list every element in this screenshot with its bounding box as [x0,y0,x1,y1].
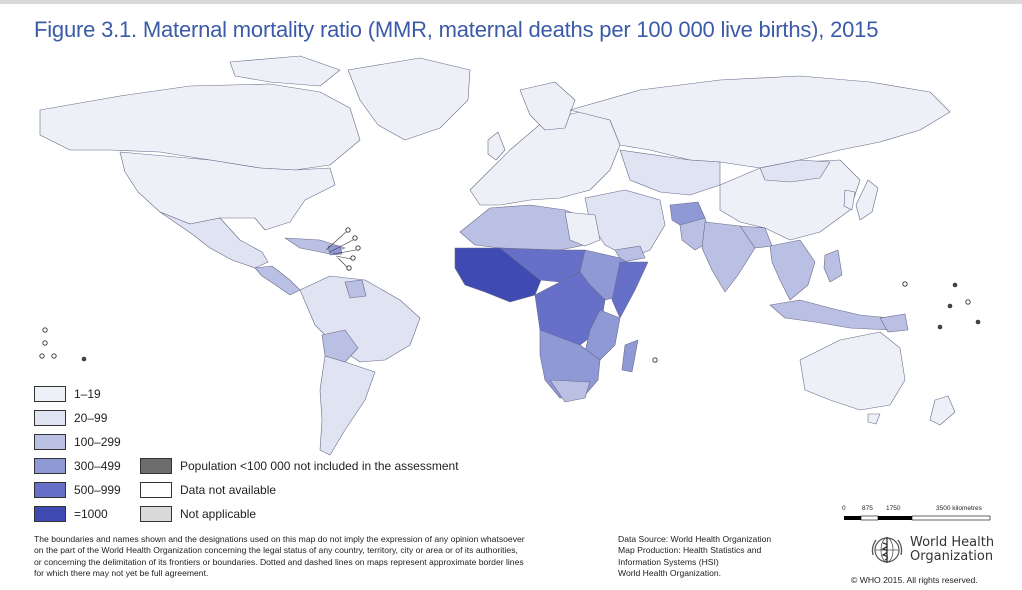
region-bolivia [321,329,359,363]
island-marker-dark [952,282,958,288]
island-marker [352,235,358,241]
legend-item-1000-plus: =1000 [34,506,108,522]
legend-label: Not applicable [180,507,257,521]
legend-label: 1–19 [74,387,101,401]
island-marker [350,255,356,261]
island-marker-dark [81,356,87,362]
legend-swatch [34,482,66,498]
copyright-notice: © WHO 2015. All rights reserved. [851,575,978,585]
map-disclaimer: The boundaries and names shown and the d… [34,534,594,580]
region-south-africa [549,379,591,403]
island-marker [39,353,45,359]
region-new-zealand [929,395,956,426]
region-somalia [611,261,649,319]
region-south-america-south [319,355,376,456]
legend-swatch [140,482,172,498]
source-line: Information Systems (HSI) [618,556,719,567]
region-canada-alaska [39,83,361,171]
island-marker [51,353,57,359]
region-russia [569,75,951,169]
legend-swatch [34,506,66,522]
figure-title: Figure 3.1. Maternal mortality ratio (MM… [34,17,879,42]
legend-item-500-999: 500–999 [34,482,121,498]
legend-label: 500–999 [74,483,121,497]
legend-item-population-small: Population <100 000 not included in the … [140,458,459,474]
top-rule [0,0,1022,4]
who-logo-line: Organization [910,549,994,564]
region-europe [469,111,621,206]
region-mexico [159,211,269,269]
scale-tick: 3500 kilometres [936,505,982,512]
region-indonesia [769,299,891,331]
region-greenland [347,57,471,141]
region-australia [799,331,906,411]
region-scandinavia [519,81,576,131]
legend-item-300-499: 300–499 [34,458,121,474]
legend-item-1-19: 1–19 [34,386,101,402]
region-southeast-asia [769,239,816,301]
scale-tick: 1750 [886,505,901,512]
legend-swatch [34,458,66,474]
source-line: World Health Organization. [618,568,722,579]
island-marker [345,227,351,233]
who-logo-line: World Health [910,535,995,550]
region-usa [119,151,336,231]
region-guyana [344,279,367,299]
scale-bar-graphic [844,515,991,521]
scale-tick: 0 [842,505,846,512]
legend-swatch [34,410,66,426]
island-marker [42,340,48,346]
region-tasmania [867,413,881,425]
disclaimer-line: on the part of the World Health Organiza… [34,545,518,556]
island-marker [355,245,361,251]
island-marker [346,265,352,271]
region-central-asia [619,149,721,196]
legend-item-data-not-available: Data not available [140,482,276,498]
who-emblem-icon [871,537,903,563]
scale-tick: 875 [862,505,873,512]
legend-item-100-299: 100–299 [34,434,121,450]
region-korea [843,189,856,211]
region-png [879,313,909,333]
region-philippines [823,249,843,283]
legend-label: 100–299 [74,435,121,449]
disclaimer-line: The boundaries and names shown and the d… [34,534,525,544]
legend-label: =1000 [74,507,108,521]
source-line: Map Production: Health Statistics and [618,545,762,556]
data-source: Data Source: World Health Organization M… [618,534,771,580]
legend-swatch [34,386,66,402]
legend-swatch [140,506,172,522]
region-uk [487,131,506,161]
disclaimer-line: for which there may not yet be full agre… [34,568,209,579]
region-central-america [254,265,301,296]
region-egypt [564,211,601,247]
island-marker-dark [975,319,981,325]
legend-item-20-99: 20–99 [34,410,107,426]
who-logo-text: World Health Organization [910,536,994,564]
legend-swatch [34,434,66,450]
legend-swatch [140,458,172,474]
region-canadian-arctic [229,55,341,87]
island-marker-dark [937,324,943,330]
island-marker [652,357,658,363]
disclaimer-line: or concerning the delimitation of its fr… [34,556,524,567]
source-line: Data Source: World Health Organization [618,534,772,544]
region-mongolia [759,159,831,183]
legend-label: 300–499 [74,459,121,473]
legend-item-not-applicable: Not applicable [140,506,256,522]
region-japan [855,179,879,221]
legend-label: Population <100 000 not included in the … [180,459,459,473]
island-marker-dark [947,303,953,309]
island-marker [42,327,48,333]
island-marker [902,281,908,287]
island-marker [965,299,971,305]
region-madagascar [621,339,639,373]
legend-label: 20–99 [74,411,108,425]
who-logo: World Health Organization [870,533,994,567]
legend-label: Data not available [180,483,277,497]
scale-bar: 0 875 1750 3500 kilometres [842,505,992,527]
